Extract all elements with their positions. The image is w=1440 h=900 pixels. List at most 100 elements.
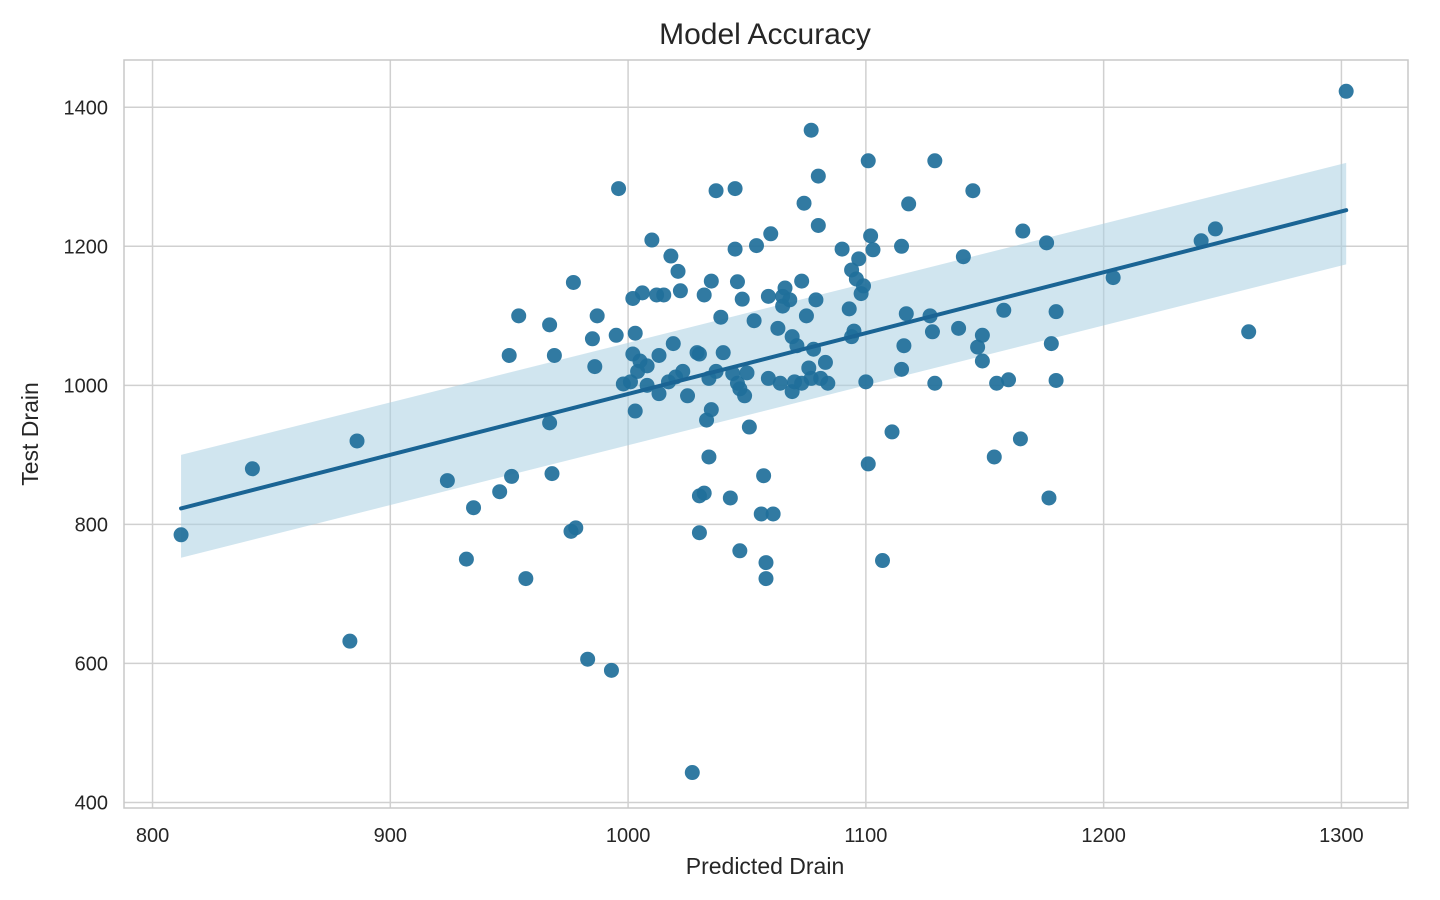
data-point: [863, 228, 879, 244]
data-point: [865, 242, 881, 258]
data-point: [1001, 372, 1017, 388]
data-point: [656, 287, 672, 303]
data-point: [1241, 324, 1257, 340]
data-point: [1207, 221, 1223, 237]
data-point: [511, 308, 527, 324]
data-point: [970, 339, 986, 355]
data-point: [974, 327, 990, 343]
data-point: [817, 354, 833, 370]
data-point: [1338, 83, 1354, 99]
data-point: [587, 359, 603, 375]
data-point: [808, 292, 824, 308]
data-point: [748, 238, 764, 254]
data-point: [741, 419, 757, 435]
data-point: [439, 473, 455, 489]
data-point: [670, 263, 686, 279]
x-axis-ticks: 800 900 1000 1100 1200 1300: [136, 825, 1364, 847]
data-point: [722, 490, 738, 506]
data-point: [753, 506, 769, 522]
data-point: [244, 461, 260, 477]
data-point: [701, 449, 717, 465]
data-point: [763, 226, 779, 242]
data-point: [173, 527, 189, 543]
chart-title: Model Accuracy: [659, 18, 871, 51]
data-point: [955, 249, 971, 265]
data-point: [756, 468, 772, 484]
y-tick-label: 1000: [64, 375, 109, 397]
data-point: [568, 520, 584, 536]
data-point: [739, 365, 755, 381]
data-point: [603, 662, 619, 678]
data-point: [651, 347, 667, 363]
data-point: [544, 466, 560, 482]
y-tick-label: 800: [75, 514, 108, 536]
data-point: [675, 363, 691, 379]
data-point: [834, 241, 850, 257]
data-point: [518, 571, 534, 587]
data-point: [542, 415, 558, 431]
y-axis-ticks: 400 600 800 1000 1200 1400: [64, 97, 109, 814]
data-point: [1043, 336, 1059, 352]
data-points: [173, 83, 1354, 781]
data-point: [501, 347, 517, 363]
data-point: [589, 308, 605, 324]
data-point: [703, 402, 719, 418]
data-point: [458, 551, 474, 567]
regression-line: [179, 208, 1349, 511]
data-point: [1012, 431, 1028, 447]
data-point: [803, 122, 819, 138]
data-point: [894, 238, 910, 254]
data-point: [627, 325, 643, 341]
data-point: [924, 324, 940, 340]
data-point: [734, 291, 750, 307]
data-point: [715, 345, 731, 361]
data-point: [927, 153, 943, 169]
data-point: [504, 468, 520, 484]
data-point: [851, 251, 867, 267]
data-point: [927, 375, 943, 391]
data-point: [777, 280, 793, 296]
data-point: [727, 181, 743, 197]
data-point: [901, 196, 917, 212]
data-point: [708, 183, 724, 199]
data-point: [884, 424, 900, 440]
data-point: [1041, 490, 1057, 506]
data-point: [894, 361, 910, 377]
data-point: [896, 338, 912, 354]
data-point: [696, 485, 712, 501]
data-point: [703, 273, 719, 289]
data-point: [342, 633, 358, 649]
data-point: [546, 347, 562, 363]
y-tick-label: 600: [75, 653, 108, 675]
y-axis-title: Test Drain: [17, 382, 43, 486]
data-point: [737, 388, 753, 404]
data-point: [580, 651, 596, 667]
data-point: [760, 370, 776, 386]
y-tick-label: 1200: [64, 236, 109, 258]
data-point: [772, 375, 788, 391]
data-point: [855, 278, 871, 294]
data-point: [810, 217, 826, 233]
data-point: [965, 183, 981, 199]
x-tick-label: 1300: [1319, 825, 1364, 847]
data-point: [746, 313, 762, 329]
data-point: [634, 285, 650, 301]
data-point: [565, 274, 581, 290]
x-tick-label: 1000: [606, 825, 651, 847]
data-point: [627, 403, 643, 419]
data-point: [732, 543, 748, 559]
x-tick-label: 1200: [1081, 825, 1126, 847]
x-axis-title: Predicted Drain: [686, 853, 845, 879]
data-point: [729, 274, 745, 290]
data-point: [651, 386, 667, 402]
plot-frame: [123, 59, 1409, 809]
data-point: [1039, 235, 1055, 251]
data-point: [758, 555, 774, 571]
data-point: [860, 456, 876, 472]
data-point: [1048, 372, 1064, 388]
data-point: [672, 283, 688, 299]
data-point: [810, 168, 826, 184]
y-tick-label: 400: [75, 792, 108, 814]
data-point: [898, 306, 914, 322]
data-point: [727, 241, 743, 257]
